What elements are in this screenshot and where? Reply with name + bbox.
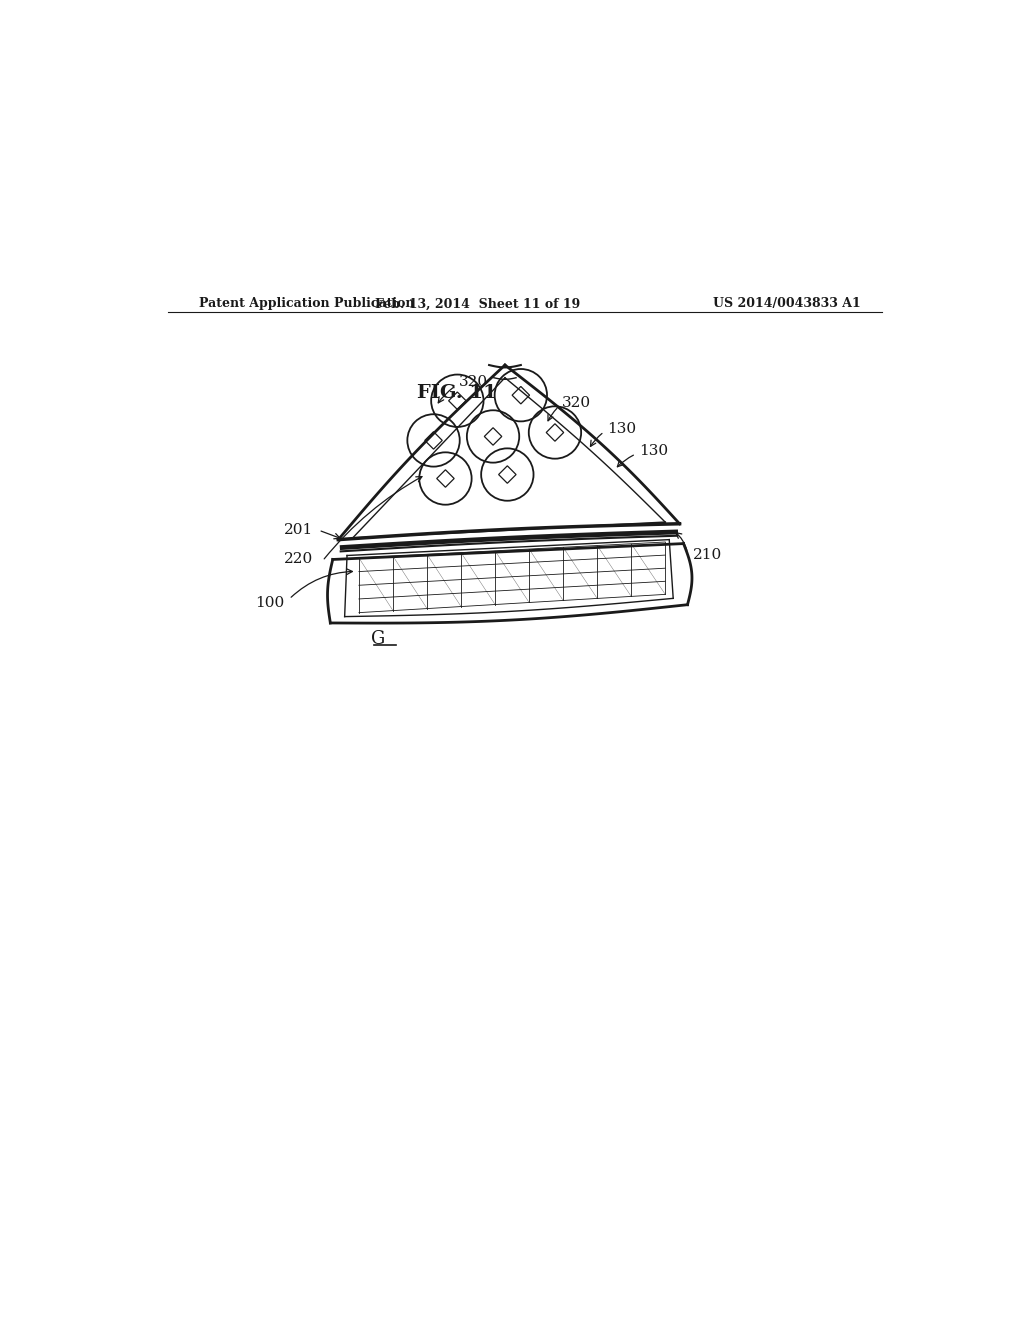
Text: 320: 320 <box>562 396 591 411</box>
Text: 201: 201 <box>284 523 313 537</box>
Text: 100: 100 <box>255 597 284 610</box>
Text: 130: 130 <box>639 444 668 458</box>
Text: 130: 130 <box>607 421 636 436</box>
Text: Feb. 13, 2014  Sheet 11 of 19: Feb. 13, 2014 Sheet 11 of 19 <box>375 297 580 310</box>
Text: G: G <box>371 630 385 648</box>
Text: Patent Application Publication: Patent Application Publication <box>200 297 415 310</box>
Text: US 2014/0043833 A1: US 2014/0043833 A1 <box>713 297 860 310</box>
Text: 320: 320 <box>459 375 487 389</box>
Text: FIG. 11: FIG. 11 <box>418 384 498 401</box>
Text: 220: 220 <box>284 553 313 566</box>
Text: 210: 210 <box>692 549 722 562</box>
